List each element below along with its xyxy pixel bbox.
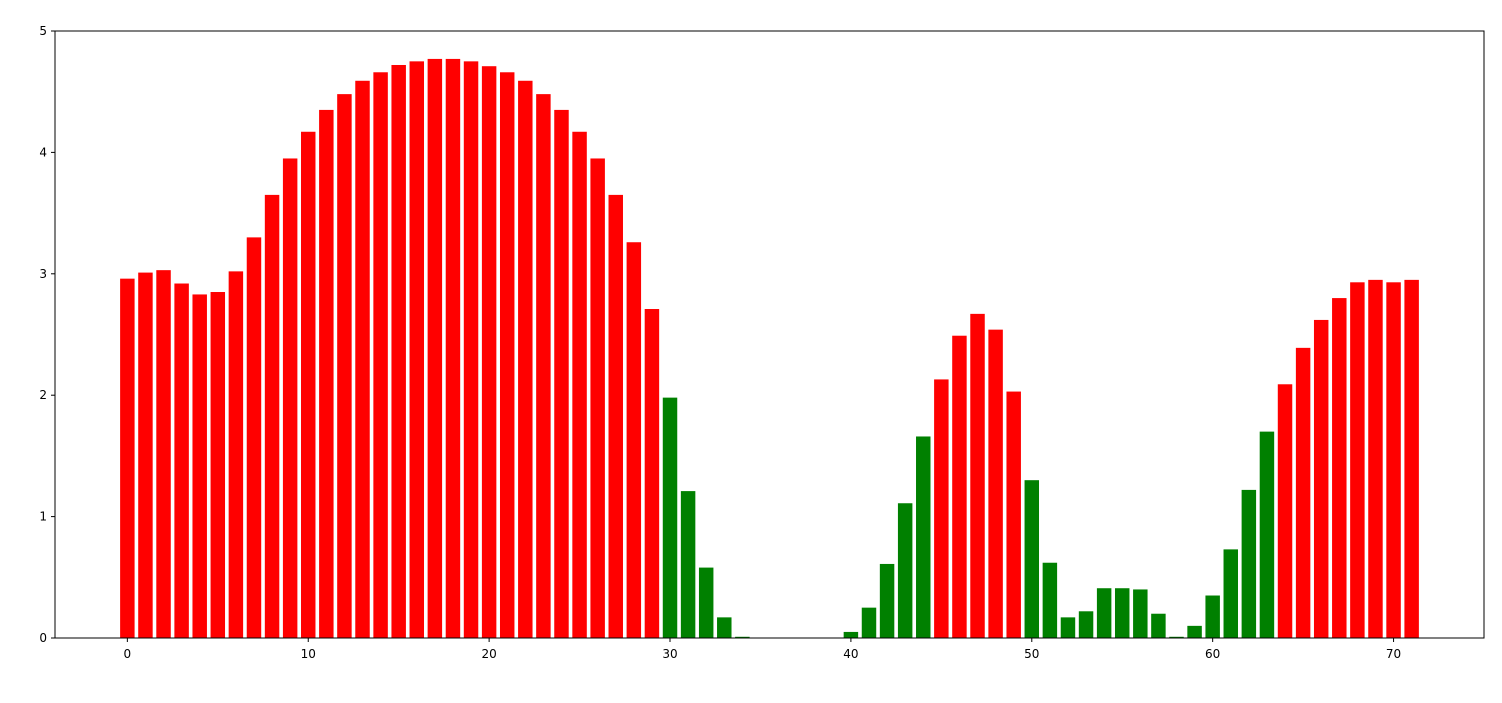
x-tick-label: 20: [481, 647, 496, 661]
bar-49: [1006, 391, 1021, 638]
bar-15: [391, 64, 406, 638]
bar-7: [246, 237, 262, 638]
bar-64: [1277, 384, 1293, 638]
bar-1: [138, 272, 153, 638]
bar-9: [282, 158, 298, 638]
y-tick-label: 4: [39, 145, 47, 159]
bar-19: [463, 61, 479, 639]
x-axis-ticks: 0 10 20 30 40 50 60 70: [124, 638, 1401, 661]
bar-4: [192, 294, 207, 638]
bar-70: [1386, 282, 1401, 638]
bar-20: [481, 66, 497, 639]
bar-10: [301, 131, 316, 638]
bar-71: [1404, 279, 1419, 638]
bar-5: [210, 292, 226, 638]
bar-55: [1114, 588, 1130, 638]
x-tick-label: 0: [124, 647, 132, 661]
bar-53: [1078, 611, 1094, 638]
bar-22: [518, 80, 533, 639]
plot-frame: [54, 30, 1485, 639]
x-tick-label: 40: [843, 647, 858, 661]
bar-11: [319, 109, 334, 638]
x-tick-label: 10: [301, 647, 316, 661]
bar-32: [698, 567, 714, 638]
bars-group: [120, 58, 1419, 639]
bar-0: [120, 278, 135, 638]
bar-51: [1042, 562, 1058, 638]
bar-8: [264, 194, 280, 638]
bar-17: [427, 58, 443, 639]
bar-16: [409, 61, 425, 639]
bar-14: [373, 72, 388, 638]
bar-56: [1133, 589, 1148, 638]
bar-67: [1332, 298, 1347, 638]
bar-66: [1313, 319, 1329, 638]
bar-50: [1024, 480, 1040, 638]
x-tick-label: 60: [1205, 647, 1220, 661]
bar-48: [988, 329, 1003, 638]
bar-29: [644, 309, 660, 638]
bar-28: [626, 242, 642, 638]
bar-57: [1151, 613, 1166, 638]
bar-33: [717, 617, 732, 638]
bar-45: [934, 379, 949, 638]
bar-2: [156, 270, 171, 638]
bar-44: [916, 436, 931, 638]
bar-46: [952, 335, 967, 638]
bar-52: [1060, 617, 1076, 638]
y-axis-ticks: 0 1 2 3 4 5: [39, 24, 55, 645]
bar-34: [735, 636, 750, 638]
bar-42: [879, 563, 895, 638]
bar-65: [1295, 347, 1311, 638]
x-tick-label: 70: [1386, 647, 1401, 661]
bar-6: [228, 271, 244, 638]
y-tick-label: 2: [39, 388, 47, 402]
bar-68: [1350, 282, 1365, 638]
bar-41: [861, 607, 877, 638]
y-tick-label: 5: [39, 24, 47, 38]
bar-59: [1187, 625, 1202, 638]
bar-63: [1259, 431, 1275, 638]
bar-69: [1368, 279, 1383, 638]
bar-3: [174, 283, 189, 638]
y-tick-label: 0: [39, 631, 47, 645]
bar-24: [554, 109, 569, 638]
bar-27: [608, 194, 623, 638]
bar-47: [970, 313, 985, 638]
bar-30: [662, 397, 678, 638]
bar-40: [843, 631, 859, 638]
y-tick-label: 3: [39, 267, 47, 281]
x-tick-label: 30: [662, 647, 677, 661]
bar-62: [1241, 489, 1257, 638]
bar-13: [355, 80, 370, 639]
bar-26: [590, 158, 605, 638]
bar-18: [445, 58, 461, 639]
bar-23: [536, 94, 551, 639]
bar-61: [1223, 549, 1238, 638]
bar-54: [1096, 588, 1112, 638]
y-tick-label: 1: [39, 510, 47, 524]
bar-31: [680, 491, 696, 638]
bar-60: [1205, 595, 1220, 638]
bar-43: [897, 503, 913, 638]
x-tick-label: 50: [1024, 647, 1039, 661]
bar-58: [1169, 636, 1184, 638]
bar-12: [337, 94, 352, 639]
bar-21: [499, 72, 515, 638]
bar-25: [572, 131, 587, 638]
